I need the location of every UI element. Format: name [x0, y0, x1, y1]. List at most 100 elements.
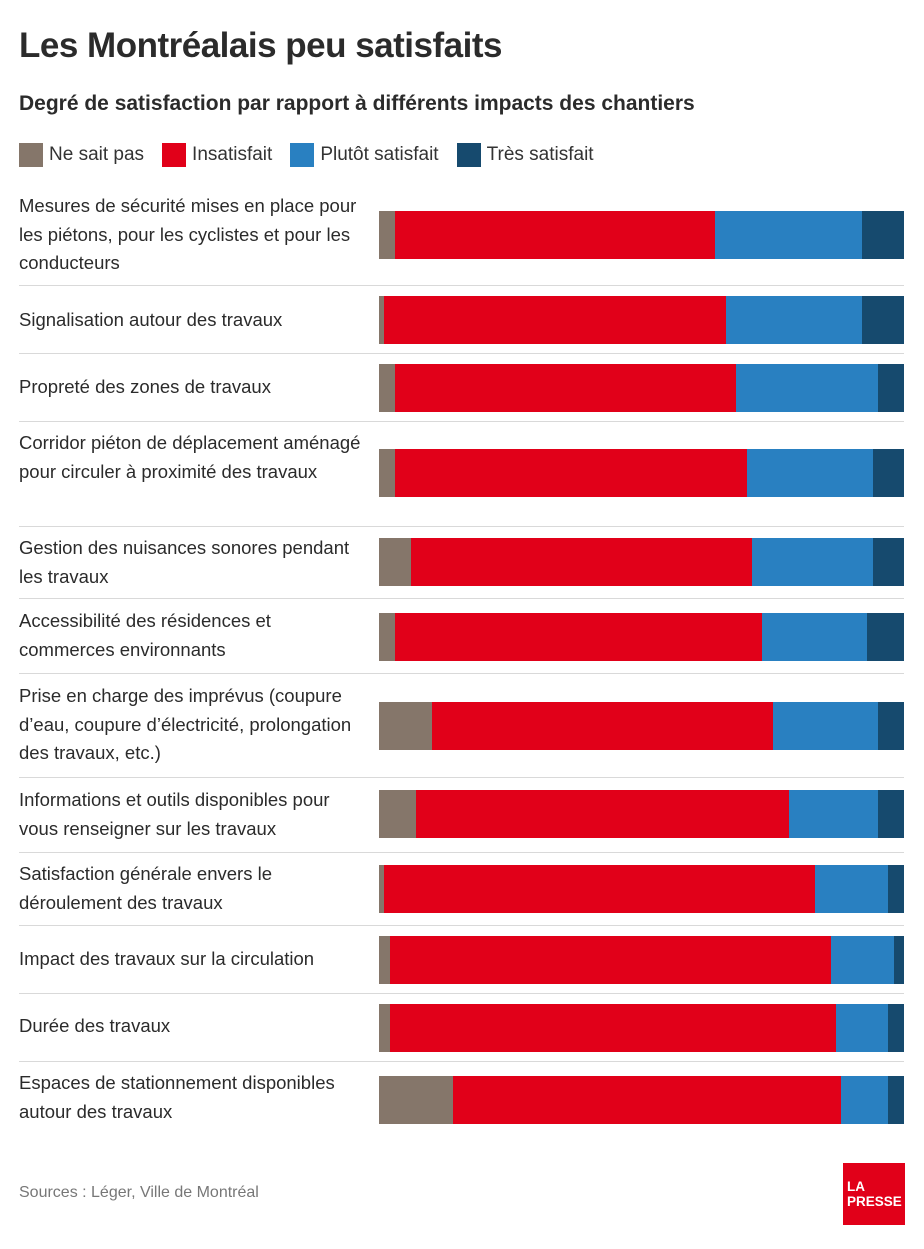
bar-segment — [788, 790, 878, 838]
stacked-bar — [379, 790, 904, 838]
bar-segment — [762, 613, 868, 661]
row-divider — [19, 598, 904, 599]
legend-label: Ne sait pas — [49, 144, 145, 165]
row-divider — [19, 777, 904, 778]
bar-segment — [379, 790, 416, 838]
bar-segment — [877, 702, 904, 750]
bar-segment — [835, 1004, 889, 1052]
legend-swatch — [162, 143, 187, 167]
bar-segment — [888, 1076, 904, 1124]
bar-segment — [379, 1004, 390, 1052]
bar-segment — [389, 936, 831, 984]
bar-segment — [725, 296, 862, 344]
row-label: Propreté des zones de travaux — [19, 376, 271, 397]
bar-segment — [814, 865, 889, 913]
row-label: Informations et outils disponibles pour … — [19, 789, 330, 839]
legend-swatch — [19, 143, 43, 167]
bar-segment — [431, 702, 773, 750]
row-divider — [19, 925, 904, 926]
logo-line-1: LA — [847, 1179, 865, 1194]
bar-segment — [415, 790, 789, 838]
row-label: Gestion des nuisances sonores pendant le… — [19, 537, 350, 587]
bar-segment — [862, 296, 904, 344]
stacked-bar — [379, 211, 904, 259]
bar-segment — [877, 364, 904, 412]
bar-segment — [888, 865, 904, 913]
row-divider — [19, 852, 904, 853]
bar-segment — [872, 449, 904, 497]
bar-segment — [389, 1004, 836, 1052]
bar-segment — [379, 296, 385, 344]
bar-segment — [394, 613, 763, 661]
row-divider — [19, 526, 904, 527]
bar-segment — [862, 211, 904, 259]
row-divider — [19, 353, 904, 354]
legend-item-insatisfait: Insatisfait — [162, 143, 272, 167]
stacked-bar — [379, 1076, 904, 1124]
bar-segment — [394, 364, 736, 412]
legend-label: Plutôt satisfait — [320, 144, 439, 165]
bar-segment — [379, 702, 432, 750]
stacked-bar — [379, 449, 904, 497]
row-label: Signalisation autour des travaux — [19, 309, 283, 330]
legend-item-tres-satisfait: Très satisfait — [456, 143, 594, 167]
row-label: Espaces de stationnement disponibles aut… — [19, 1072, 335, 1122]
stacked-bar — [379, 296, 904, 344]
stacked-bar — [379, 538, 904, 586]
row-label: Corridor piéton de déplacement aménagé p… — [19, 432, 361, 482]
row-label: Satisfaction générale envers le déroulem… — [19, 863, 272, 913]
legend-item-plutot-satisfait: Plutôt satisfait — [290, 143, 439, 167]
bar-segment — [830, 936, 894, 984]
stacked-bar — [379, 702, 904, 750]
bar-segment — [379, 865, 385, 913]
bar-segment — [384, 296, 726, 344]
row-label: Impact des travaux sur la circulation — [19, 948, 315, 969]
stacked-bar — [379, 865, 904, 913]
chart-title: Les Montréalais peu satisfaits — [19, 26, 502, 65]
bar-segment — [452, 1076, 841, 1124]
bar-segment — [379, 613, 395, 661]
bar-segment — [715, 211, 862, 259]
bar-segment — [877, 790, 904, 838]
bar-segment — [872, 538, 904, 586]
logo-line-2: PRESSE — [847, 1194, 902, 1209]
bar-segment — [379, 364, 395, 412]
bar-segment — [893, 936, 904, 984]
chart-subtitle: Degré de satisfaction par rapport à diff… — [19, 92, 695, 115]
bar-segment — [841, 1076, 889, 1124]
bar-segment — [379, 936, 390, 984]
bar-segment — [746, 449, 873, 497]
bar-segment — [379, 211, 395, 259]
bar-segment — [379, 1076, 453, 1124]
bar-segment — [379, 538, 411, 586]
row-divider — [19, 673, 904, 674]
bar-segment — [384, 865, 815, 913]
legend: Ne sait pas Insatisfait Plutôt satisfait… — [19, 143, 612, 167]
stacked-bar — [379, 1004, 904, 1052]
bar-segment — [772, 702, 878, 750]
legend-label: Insatisfait — [192, 144, 273, 165]
legend-item-ne-sait-pas: Ne sait pas — [19, 143, 144, 167]
bar-segment — [394, 211, 715, 259]
stacked-bar — [379, 936, 904, 984]
row-divider — [19, 421, 904, 422]
bar-segment — [410, 538, 752, 586]
bar-segment — [751, 538, 873, 586]
bar-segment — [888, 1004, 904, 1052]
row-label: Accessibilité des résidences et commerce… — [19, 610, 271, 660]
row-label: Prise en charge des imprévus (coupure d’… — [19, 685, 352, 763]
legend-swatch — [290, 143, 315, 167]
source-note: Sources : Léger, Ville de Montréal — [19, 1184, 259, 1201]
row-divider — [19, 285, 904, 286]
row-label: Durée des travaux — [19, 1015, 171, 1036]
stacked-bar — [379, 613, 904, 661]
row-divider — [19, 1061, 904, 1062]
legend-swatch — [456, 143, 481, 167]
stacked-bar — [379, 364, 904, 412]
bar-segment — [394, 449, 747, 497]
legend-label: Très satisfait — [486, 144, 594, 165]
row-label: Mesures de sécurité mises en place pour … — [19, 195, 357, 273]
bar-segment — [867, 613, 904, 661]
row-divider — [19, 993, 904, 994]
